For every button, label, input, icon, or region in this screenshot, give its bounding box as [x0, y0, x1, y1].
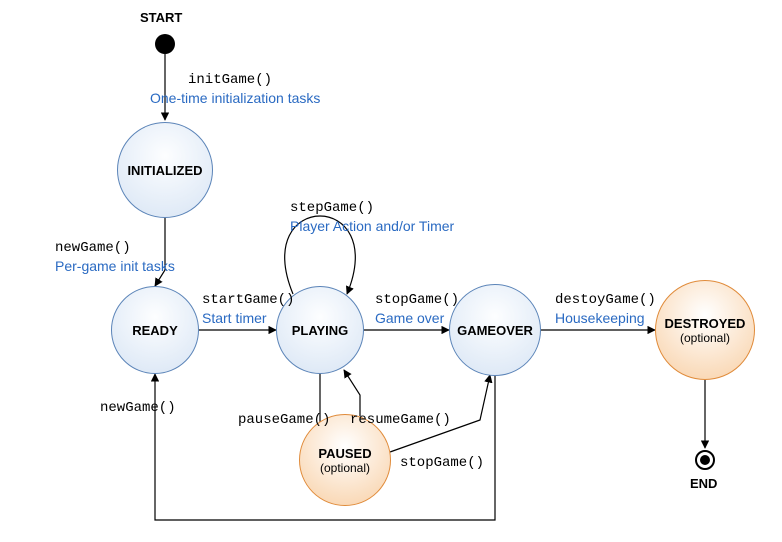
desc-stopgame1: Game over — [375, 310, 444, 326]
label-startgame: startGame() — [202, 292, 294, 308]
node-destroyed: DESTROYED (optional) — [655, 280, 755, 380]
node-gameover: GAMEOVER — [449, 284, 541, 376]
label-stopgame2: stopGame() — [400, 455, 484, 471]
end-label: END — [690, 476, 717, 491]
node-initialized: INITIALIZED — [117, 122, 213, 218]
node-destroyed-sublabel: (optional) — [680, 331, 730, 345]
desc-startgame: Start timer — [202, 310, 267, 326]
end-node-inner — [700, 455, 710, 465]
edge-e_paused_playing — [344, 370, 360, 416]
label-newgame1: newGame() — [55, 240, 131, 256]
node-paused-sublabel: (optional) — [320, 461, 370, 475]
label-initgame: initGame() — [188, 72, 272, 88]
label-stopgame1: stopGame() — [375, 292, 459, 308]
node-ready-label: READY — [132, 323, 178, 338]
desc-initgame: One-time initialization tasks — [150, 90, 320, 106]
node-ready: READY — [111, 286, 199, 374]
label-pausegame: pauseGame() — [238, 412, 330, 428]
node-destroyed-label: DESTROYED — [665, 316, 746, 331]
desc-destroygame: Housekeeping — [555, 310, 645, 326]
label-stepgame: stepGame() — [290, 200, 374, 216]
start-node — [155, 34, 175, 54]
label-destroygame: destoyGame() — [555, 292, 656, 308]
label-resumegame: resumeGame() — [350, 412, 451, 428]
label-newgame2: newGame() — [100, 400, 176, 416]
desc-stepgame: Player Action and/or Timer — [290, 218, 454, 234]
node-paused-label: PAUSED — [318, 446, 371, 461]
start-label: START — [140, 10, 182, 25]
desc-newgame1: Per-game init tasks — [55, 258, 175, 274]
edge-e_init_ready — [155, 218, 165, 286]
node-initialized-label: INITIALIZED — [127, 163, 202, 178]
node-gameover-label: GAMEOVER — [457, 323, 533, 338]
node-playing-label: PLAYING — [292, 323, 349, 338]
